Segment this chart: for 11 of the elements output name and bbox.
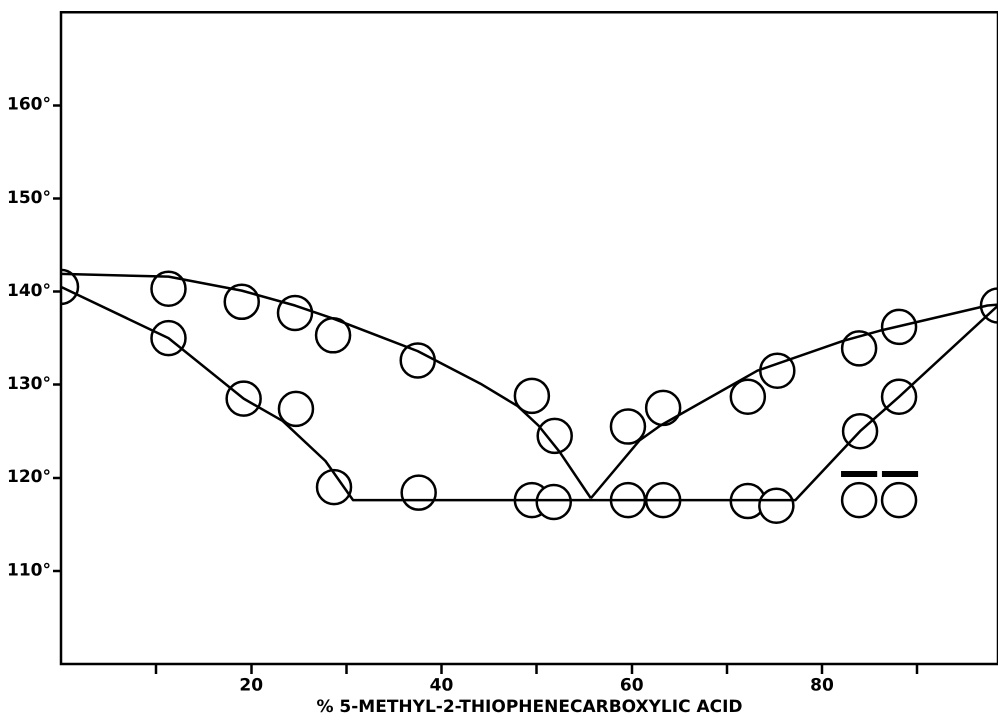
y-tick-label: 120° — [7, 467, 51, 488]
y-tick-label: 130° — [7, 374, 51, 394]
x-tick-label: 60 — [620, 676, 644, 696]
x-axis-title: % 5-METHYL-2-THIOPHENECARBOXYLIC ACID — [316, 697, 743, 718]
y-tick-label: 140° — [7, 280, 51, 301]
x-tick-label: 40 — [430, 676, 454, 696]
y-tick-label: 150° — [7, 188, 51, 208]
y-tick-label: 110° — [7, 560, 51, 580]
x-tick-label: 80 — [810, 676, 834, 696]
y-tick-label: 160° — [7, 94, 51, 115]
x-tick-label: 20 — [239, 676, 264, 696]
